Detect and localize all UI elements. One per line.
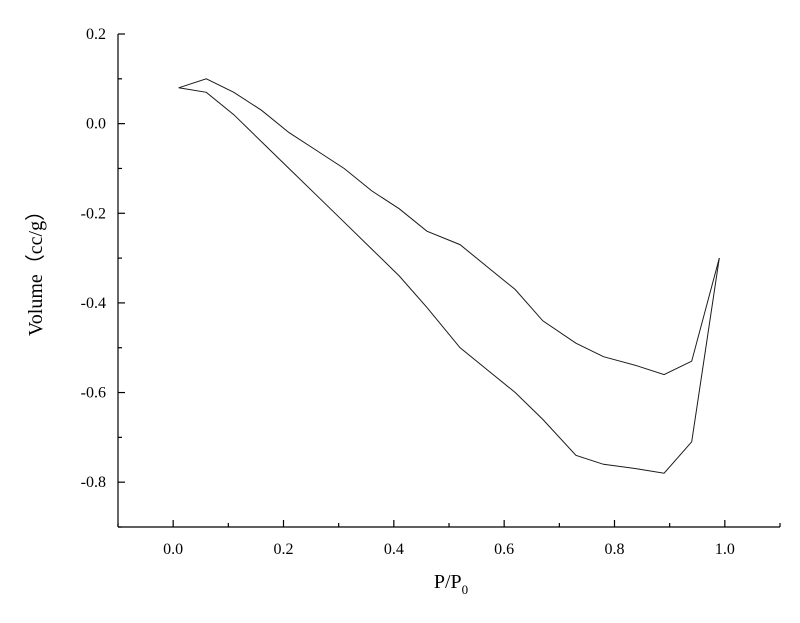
x-axis-title-subscript: 0 (462, 582, 469, 597)
x-tick-label: 0.2 (274, 541, 294, 558)
series-line-2 (178, 87, 720, 474)
y-tick-label: -0.8 (81, 474, 106, 491)
x-axis-title-main: P/P (434, 571, 462, 593)
x-tick-label: 1.0 (715, 541, 735, 558)
series-line-1 (178, 78, 720, 376)
x-axis-title: P/P0 (434, 571, 468, 597)
x-tick-label: 0.0 (163, 541, 183, 558)
y-tick-label: -0.2 (81, 205, 106, 222)
y-tick-label: -0.4 (81, 295, 106, 312)
ticks: 0.0 0.2 0.4 0.6 0.8 1.0 0.2 0.0 -0.2 -0.4 -0.6 -0.8 (81, 26, 781, 558)
x-tick-label: 0.6 (494, 541, 514, 558)
x-tick-label: 0.4 (384, 541, 404, 558)
y-tick-label: 0.2 (86, 26, 106, 43)
axes (117, 34, 780, 528)
y-tick-label: 0.0 (86, 116, 106, 133)
series-group (178, 78, 720, 474)
x-tick-label: 0.8 (605, 541, 625, 558)
y-axis-title: Volume（cc/g） (24, 201, 47, 336)
y-tick-label: -0.6 (81, 385, 106, 402)
